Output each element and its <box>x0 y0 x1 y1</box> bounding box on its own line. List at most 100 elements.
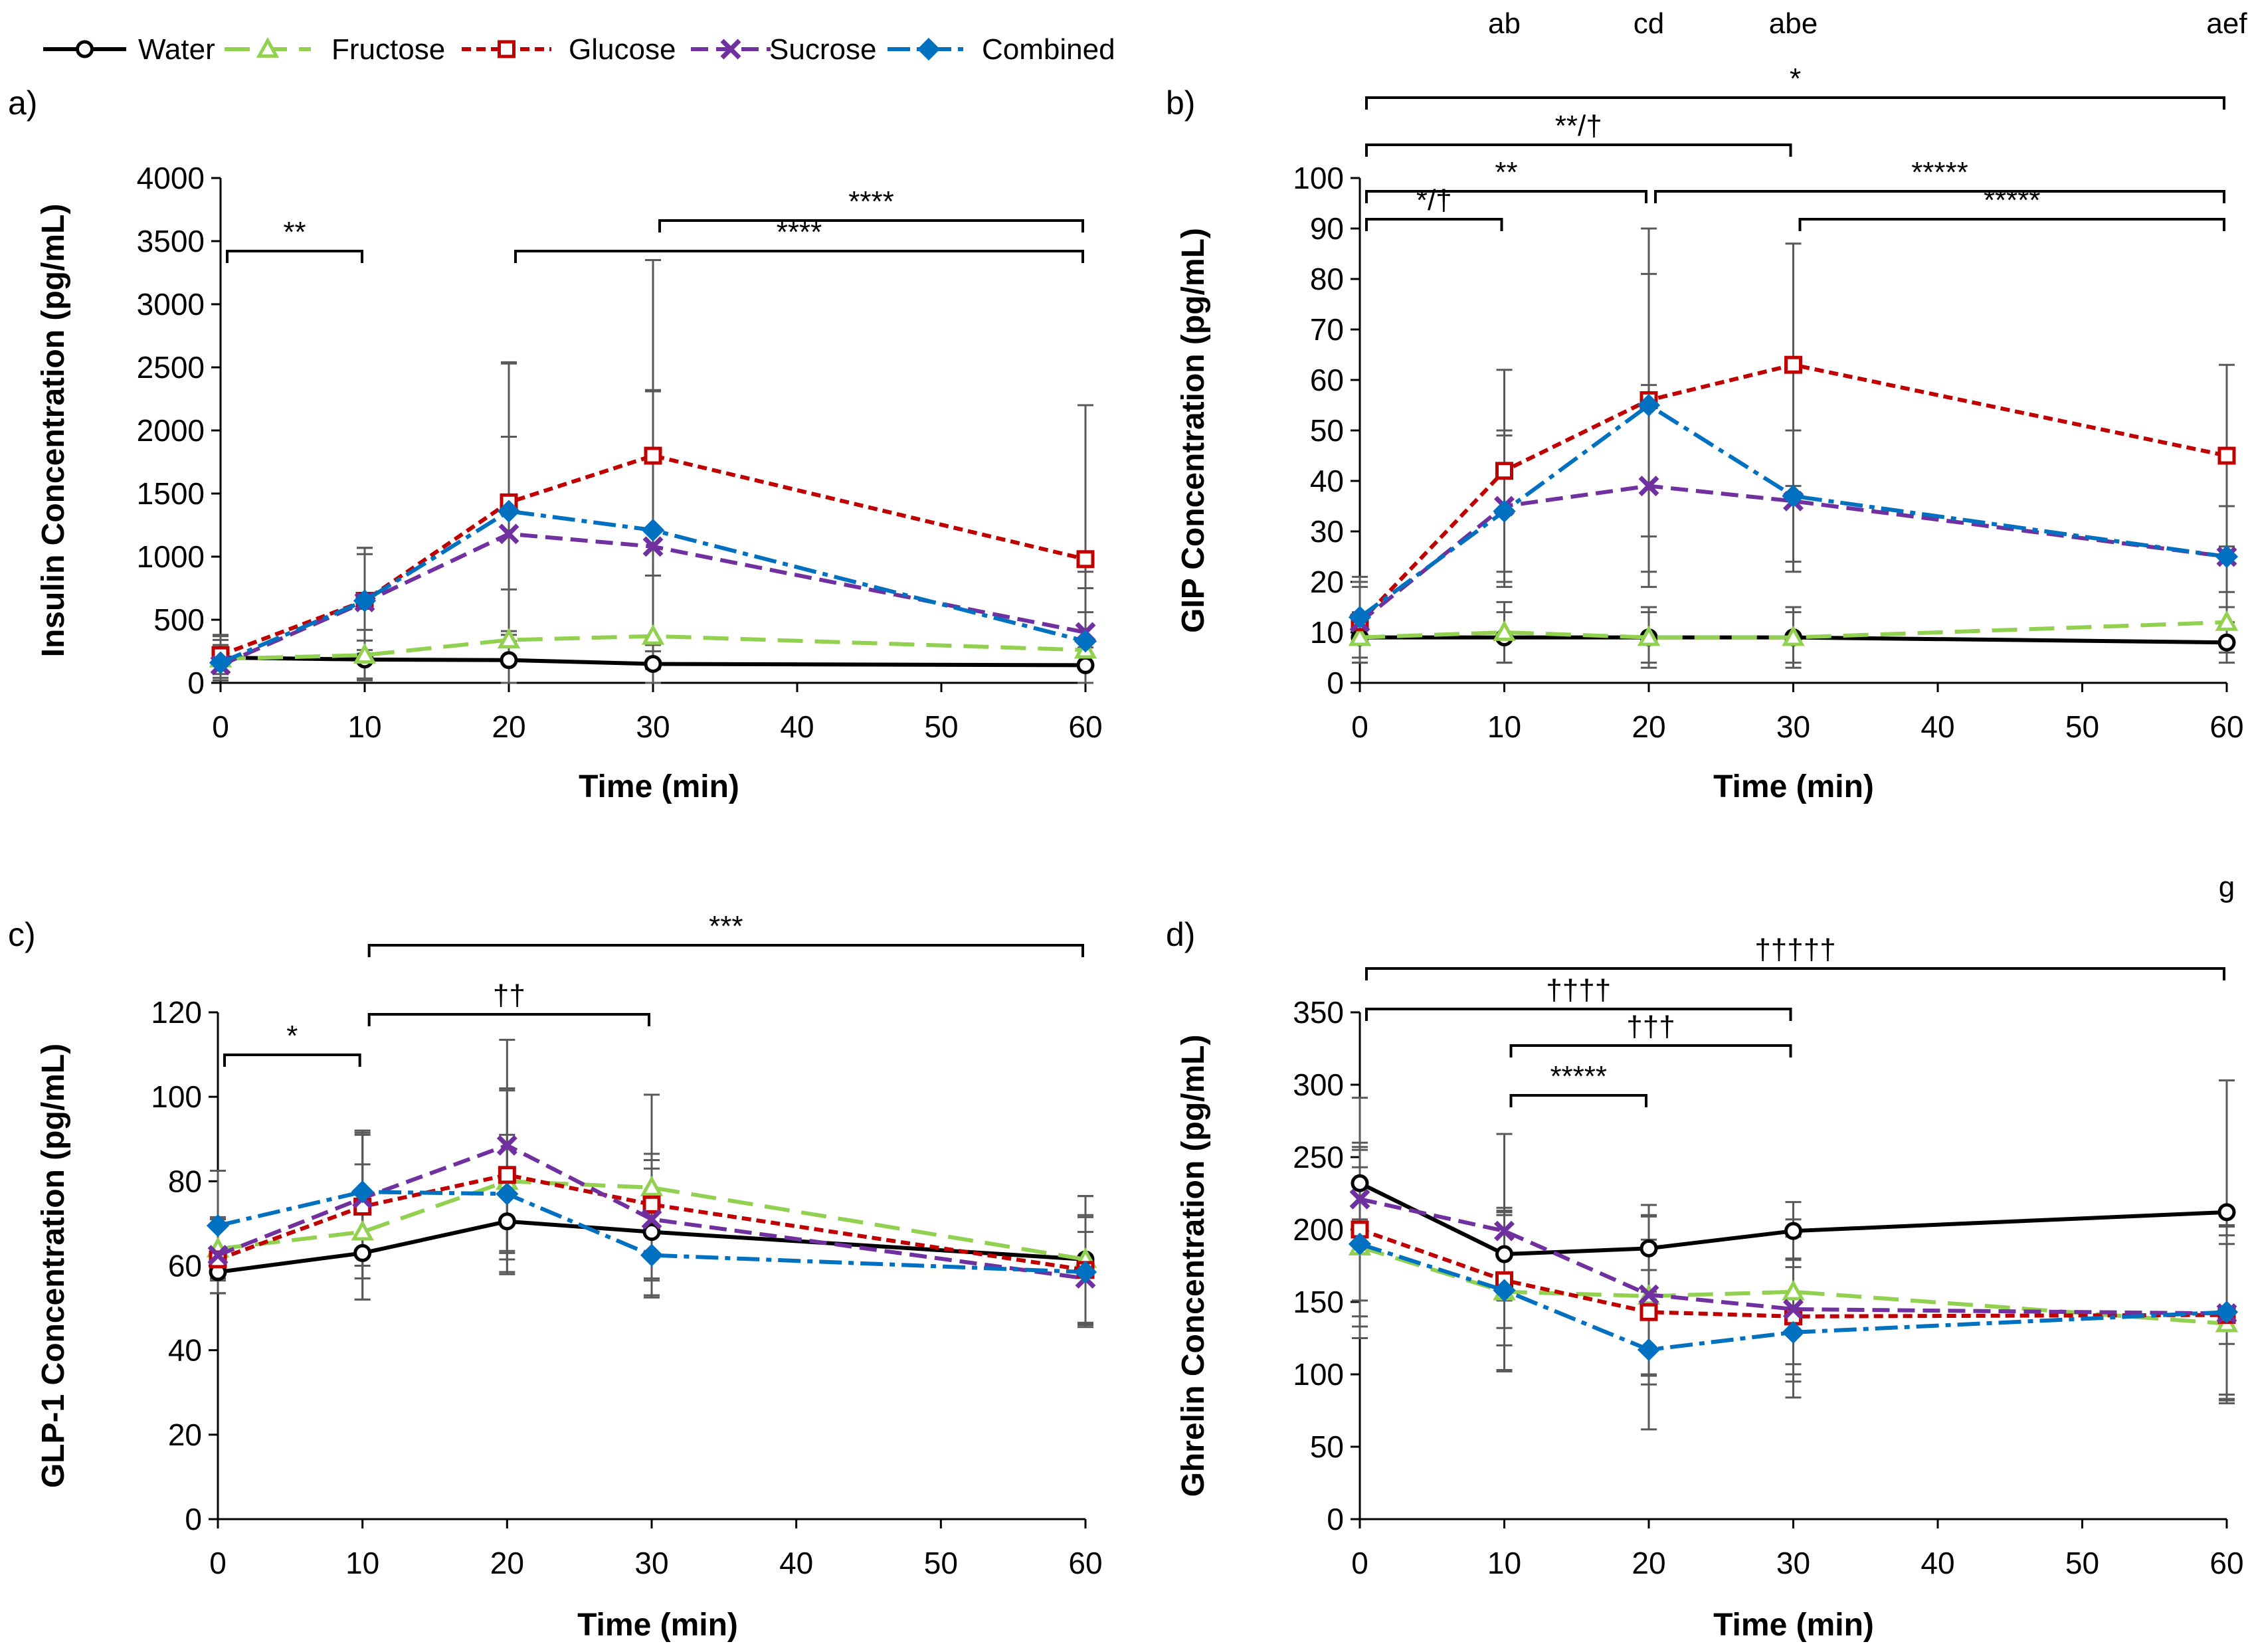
x-tick-label: 60 <box>1068 709 1102 744</box>
significance-label: ***** <box>1984 184 2041 217</box>
significance-bracket <box>1654 190 2225 203</box>
significance-label: **/† <box>1555 110 1602 142</box>
data-point <box>498 1212 516 1231</box>
data-point <box>1638 476 1659 497</box>
series-fructose <box>1348 610 2239 646</box>
data-point <box>497 500 521 523</box>
significance-bracket <box>223 1054 361 1067</box>
significance-bracket <box>1365 190 1647 203</box>
y-tick-label: 3000 <box>137 287 205 321</box>
group-letter: abe <box>1769 7 1818 40</box>
data-point <box>1784 355 1802 374</box>
y-tick-label: 50 <box>1310 413 1344 448</box>
x-tick-label: 30 <box>636 709 670 744</box>
x-tick-label: 10 <box>1487 709 1521 744</box>
legend-item-sucrose: Sucrose <box>691 33 876 66</box>
series-line <box>217 1172 1086 1272</box>
y-tick-label: 1500 <box>137 476 205 511</box>
y-tick-label: 50 <box>1310 1429 1344 1464</box>
significance-bracket <box>1365 96 2225 110</box>
data-point <box>1639 1303 1658 1321</box>
x-tick-label: 60 <box>1068 1546 1102 1580</box>
x-tick-label: 20 <box>490 1546 524 1580</box>
panel-d-ghrelin: d) 0 50 100 150 200 250 300 350 0 10 20 30 40 50 60 Time… <box>1166 871 2244 1643</box>
x-tick-label: 0 <box>1351 1546 1368 1580</box>
series-combined <box>206 1180 1097 1284</box>
x-tick-label: 0 <box>212 709 229 744</box>
significance-label: ††† <box>1626 1010 1675 1043</box>
y-tick-label: 0 <box>187 666 205 700</box>
x-tick-label: 30 <box>1776 709 1810 744</box>
y-tick-label: 0 <box>1327 666 1344 700</box>
axes: 0 20 40 60 80 100 120 0 10 20 30 40 50 60 <box>151 995 1102 1580</box>
data-point <box>642 1195 661 1214</box>
data-point <box>1493 620 1516 641</box>
y-tick-label: 80 <box>168 1164 202 1198</box>
panel-label: c) <box>8 916 36 953</box>
data-point <box>1076 656 1095 674</box>
data-point <box>1494 1220 1515 1241</box>
series-line <box>220 634 1086 661</box>
axes: 0 10 20 30 40 50 60 70 80 90 100 0 10 20 30 40 50 60 <box>1293 161 2243 744</box>
significance-bracket <box>1365 967 2225 980</box>
significance-label: *** <box>709 910 743 943</box>
group-letter: ab <box>1488 7 1521 40</box>
y-tick-label: 4000 <box>137 161 205 195</box>
x-tick-label: 30 <box>634 1546 668 1580</box>
data-point <box>497 628 521 649</box>
x-tick-label: 40 <box>779 1546 813 1580</box>
y-tick-label: 120 <box>151 995 202 1030</box>
y-tick-label: 100 <box>151 1079 202 1114</box>
series-combined <box>1348 393 2239 629</box>
y-tick-label: 20 <box>168 1418 202 1452</box>
error-bars <box>213 259 1093 684</box>
x-tick-label: 40 <box>1920 1546 1954 1580</box>
x-tick-label: 10 <box>345 1546 379 1580</box>
data-point <box>2215 545 2239 569</box>
legend-marker-cross-icon <box>720 39 741 60</box>
significance-label: †† <box>493 979 525 1012</box>
data-point <box>640 1243 664 1267</box>
data-point <box>1639 1239 1658 1257</box>
y-tick-label: 60 <box>168 1249 202 1283</box>
series-line <box>1358 403 2227 619</box>
data-point <box>1493 500 1516 523</box>
y-tick-label: 200 <box>1293 1212 1344 1247</box>
significance-bracket <box>367 1013 650 1026</box>
y-tick-label: 40 <box>1310 464 1344 498</box>
legend-marker-circle-icon <box>76 40 94 58</box>
panel-label: a) <box>8 84 37 122</box>
data-point <box>644 655 662 673</box>
x-tick-label: 20 <box>1632 709 1665 744</box>
y-axis-title: Ghrelin Concentration (pg/mL) <box>1176 1035 1211 1497</box>
x-axis-title: Time (min) <box>1713 769 1874 804</box>
y-tick-label: 30 <box>1310 514 1344 549</box>
legend-label: Sucrose <box>769 33 876 66</box>
data-point <box>2217 446 2236 465</box>
y-tick-label: 300 <box>1293 1067 1344 1102</box>
significance-bracket <box>1798 218 2225 231</box>
significance-bracket <box>226 250 363 263</box>
data-point <box>1637 625 1661 646</box>
significance-bracket <box>1365 143 1792 157</box>
x-tick-label: 50 <box>924 1546 958 1580</box>
data-point <box>496 1182 519 1206</box>
y-tick-label: 350 <box>1293 995 1344 1030</box>
y-tick-label: 1000 <box>137 539 205 574</box>
x-axis-title: Time (min) <box>577 1607 738 1643</box>
data-point <box>496 1135 517 1156</box>
significance-bracket <box>1509 1094 1647 1107</box>
panel-a-insulin: a) 0 500 1000 1500 2000 2500 3000 3500 4000 0 10 20 3… <box>8 84 1103 804</box>
axes: 0 50 100 150 200 250 300 350 0 10 20 30 40 50 60 <box>1293 995 2243 1580</box>
significance-brackets: ** ******** <box>226 185 1084 263</box>
significance-bracket <box>1365 218 1503 231</box>
x-tick-label: 0 <box>209 1546 227 1580</box>
series-combined <box>1348 1232 2239 1362</box>
data-point <box>1637 393 1661 417</box>
significance-bracket <box>514 250 1084 263</box>
x-tick-label: 40 <box>1920 709 1954 744</box>
y-tick-label: 2000 <box>137 413 205 448</box>
y-tick-label: 0 <box>185 1502 202 1536</box>
significance-label: †††† <box>1546 974 1611 1006</box>
data-point <box>209 651 233 674</box>
